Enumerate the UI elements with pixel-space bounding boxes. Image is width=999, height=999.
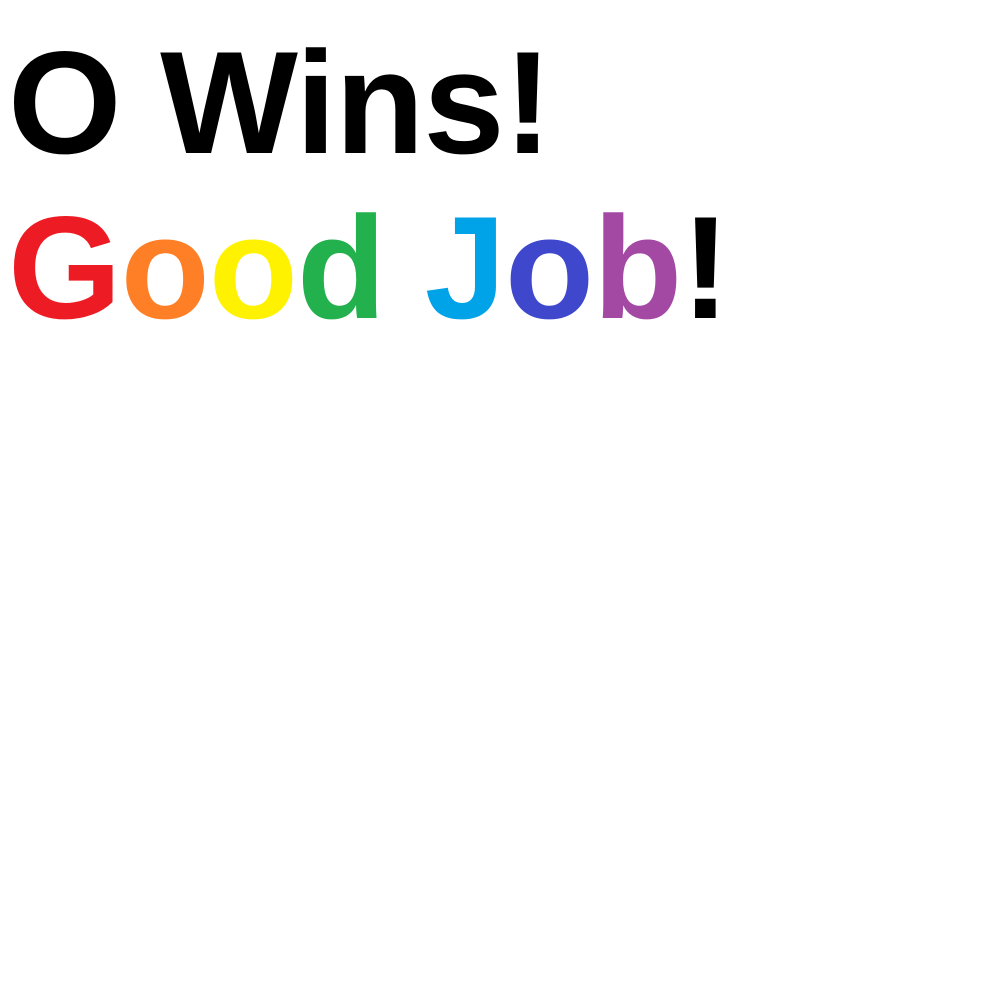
- praise-exclamation: !: [681, 186, 730, 349]
- good-job-message: Good Job!: [8, 186, 730, 349]
- praise-letter-d: d: [296, 186, 386, 349]
- praise-space: [385, 195, 425, 341]
- praise-letter-o3: o: [504, 186, 594, 349]
- praise-letter-o2: o: [208, 186, 298, 349]
- praise-letter-o1: o: [120, 186, 210, 349]
- praise-letter-b: b: [593, 186, 682, 349]
- praise-letter-j: J: [424, 186, 506, 349]
- praise-letter-g: G: [8, 186, 122, 349]
- winner-message: O Wins!: [8, 21, 552, 184]
